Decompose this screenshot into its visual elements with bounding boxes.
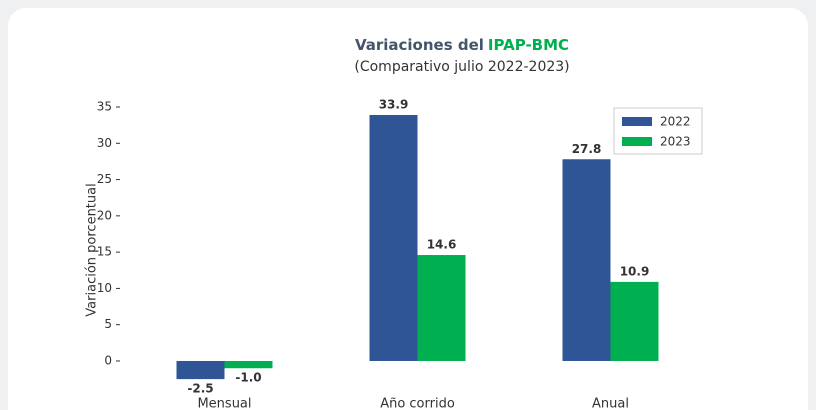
- y-tick-label: 10: [97, 281, 112, 295]
- y-tick-label: 20: [97, 208, 112, 222]
- bar: [610, 281, 659, 361]
- bar: [369, 114, 418, 361]
- x-tick-label: Anual: [592, 397, 629, 410]
- bar: [562, 159, 611, 361]
- bar: [417, 255, 466, 361]
- bar: [176, 360, 225, 380]
- y-tick-label: 15: [97, 245, 112, 259]
- y-tick-label: 35: [97, 100, 112, 114]
- x-tick-label: Mensual: [197, 397, 251, 410]
- chart-title: Variaciones del IPAP-BMC: [355, 36, 569, 54]
- value-label: 27.8: [572, 142, 602, 156]
- legend-label: 2023: [660, 135, 691, 149]
- legend-box: [613, 107, 703, 155]
- y-tick-label: 25: [97, 172, 112, 186]
- legend-swatch: [622, 137, 652, 146]
- value-label: 14.6: [427, 238, 457, 252]
- y-axis-label: Variación porcentual: [85, 183, 100, 316]
- y-tick-label: 0: [104, 353, 112, 367]
- value-label: -1.0: [235, 371, 261, 385]
- x-tick-label: Año corrido: [380, 397, 455, 410]
- legend-label: 2022: [660, 115, 691, 129]
- title-highlight: IPAP-BMC: [488, 36, 569, 54]
- title-text: Variaciones del: [355, 36, 484, 54]
- value-label: 10.9: [620, 264, 650, 278]
- value-label: 33.9: [379, 97, 409, 111]
- y-tick-label: 5: [104, 317, 112, 331]
- chart-subtitle: (Comparativo julio 2022-2023): [354, 59, 569, 75]
- legend-swatch: [622, 117, 652, 126]
- bar: [224, 360, 273, 369]
- y-tick-label: 30: [97, 136, 112, 150]
- value-label: -2.5: [187, 382, 213, 396]
